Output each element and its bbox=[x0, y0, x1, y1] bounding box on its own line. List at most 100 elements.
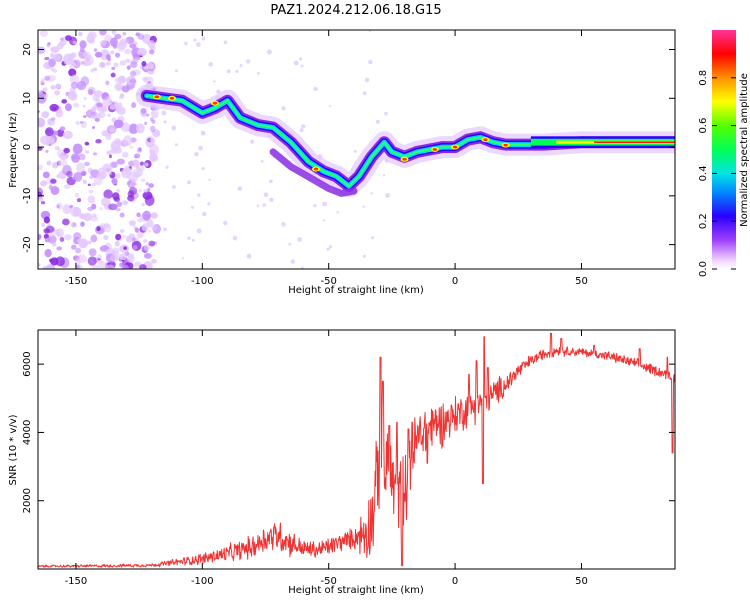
noise-blob bbox=[113, 196, 121, 202]
noise-blob bbox=[44, 249, 52, 258]
noise-blob bbox=[121, 151, 129, 158]
noise-blob bbox=[362, 91, 367, 96]
x-tick-label: -150 bbox=[65, 576, 88, 587]
noise-blob bbox=[123, 38, 130, 44]
noise-blob bbox=[90, 68, 94, 73]
noise-blob bbox=[101, 130, 107, 137]
noise-blob bbox=[44, 56, 50, 61]
hot-spot-core bbox=[154, 95, 160, 99]
noise-blob bbox=[226, 69, 231, 74]
noise-blob bbox=[102, 96, 113, 108]
noise-blob bbox=[262, 203, 266, 207]
noise-blob bbox=[80, 76, 90, 86]
snr-y-ticks: 2000 4000 6000 bbox=[22, 351, 675, 513]
noise-blob bbox=[293, 60, 299, 66]
noise-blob bbox=[69, 206, 79, 218]
noise-blob bbox=[119, 253, 127, 261]
noise-blob bbox=[82, 179, 87, 184]
noise-blob bbox=[163, 227, 167, 232]
noise-blob bbox=[151, 119, 156, 124]
noise-blob bbox=[105, 264, 115, 269]
noise-blob bbox=[144, 162, 149, 167]
noise-blob bbox=[54, 90, 61, 96]
noise-blob bbox=[41, 111, 50, 119]
noise-blob bbox=[96, 226, 101, 232]
noise-blob bbox=[64, 234, 72, 241]
noise-blob bbox=[65, 35, 73, 41]
x-tick-label: 50 bbox=[575, 276, 588, 287]
noise-blob bbox=[56, 129, 65, 137]
noise-blob bbox=[181, 257, 184, 260]
noise-blob bbox=[300, 64, 304, 68]
noise-blob bbox=[129, 145, 134, 149]
noise-blob bbox=[281, 106, 286, 111]
noise-blob bbox=[125, 58, 131, 64]
noise-blob bbox=[385, 192, 390, 198]
noise-blob bbox=[88, 89, 94, 96]
y-tick-label: 4000 bbox=[22, 420, 33, 445]
noise-blob bbox=[105, 132, 112, 141]
noise-blob bbox=[149, 144, 160, 156]
noise-blob bbox=[62, 204, 72, 215]
noise-blob bbox=[187, 180, 191, 185]
noise-blob bbox=[197, 193, 201, 197]
noise-blob bbox=[193, 38, 197, 42]
noise-blob bbox=[106, 113, 111, 117]
noise-blob bbox=[79, 40, 87, 49]
noise-blob bbox=[96, 102, 103, 108]
noise-blob bbox=[108, 203, 118, 211]
noise-blob bbox=[116, 188, 121, 193]
noise-blob bbox=[105, 61, 111, 66]
noise-blob bbox=[126, 65, 131, 70]
noise-blob bbox=[119, 229, 125, 233]
y-tick-label: 2000 bbox=[22, 488, 33, 513]
spectrogram-x-axis-label: Height of straight line (km) bbox=[288, 285, 424, 296]
noise-blob bbox=[84, 55, 94, 66]
noise-blob bbox=[63, 53, 74, 65]
noise-blob bbox=[208, 178, 211, 182]
colorbar-tick-label: 0.6 bbox=[698, 118, 709, 134]
noise-blob bbox=[103, 223, 112, 233]
noise-blob bbox=[105, 80, 110, 86]
noise-blob bbox=[76, 198, 82, 203]
noise-blob bbox=[56, 204, 60, 209]
noise-blob bbox=[106, 150, 112, 155]
noise-blob bbox=[161, 110, 167, 116]
noise-blob bbox=[40, 201, 46, 205]
spectrogram-y-axis-label: Frequency (Hz) bbox=[8, 112, 19, 188]
noise-blob bbox=[48, 235, 57, 244]
noise-blob bbox=[110, 72, 116, 78]
noise-blob bbox=[370, 192, 373, 195]
hot-spot-core bbox=[402, 157, 407, 161]
noise-blob bbox=[263, 192, 269, 198]
noise-blob bbox=[38, 117, 46, 128]
noise-blob bbox=[113, 62, 119, 68]
noise-blob bbox=[129, 70, 137, 77]
noise-blob bbox=[116, 158, 125, 165]
colorbar-tick-label: 0.4 bbox=[698, 165, 709, 181]
noise-blob bbox=[101, 93, 108, 100]
noise-blob bbox=[56, 246, 63, 251]
noise-blob bbox=[93, 48, 98, 52]
noise-blob bbox=[313, 204, 317, 208]
noise-blob bbox=[139, 264, 147, 269]
noise-blob bbox=[80, 221, 85, 227]
noise-blob bbox=[43, 216, 51, 224]
noise-blob bbox=[52, 161, 59, 169]
noise-blob bbox=[142, 76, 149, 82]
noise-blob bbox=[364, 77, 370, 83]
noise-blob bbox=[223, 220, 228, 226]
noise-blob bbox=[63, 184, 71, 189]
noise-blob bbox=[151, 225, 158, 231]
noise-blob bbox=[141, 60, 147, 67]
noise-blob bbox=[99, 206, 103, 211]
snr-series-line bbox=[38, 332, 675, 568]
noise-blob bbox=[90, 114, 96, 120]
noise-blob bbox=[38, 46, 46, 54]
noise-blob bbox=[100, 106, 108, 113]
noise-blob bbox=[196, 42, 201, 47]
noise-blob bbox=[184, 41, 188, 46]
noise-blob bbox=[144, 121, 148, 125]
noise-blob bbox=[200, 130, 206, 136]
noise-blob bbox=[56, 42, 64, 50]
